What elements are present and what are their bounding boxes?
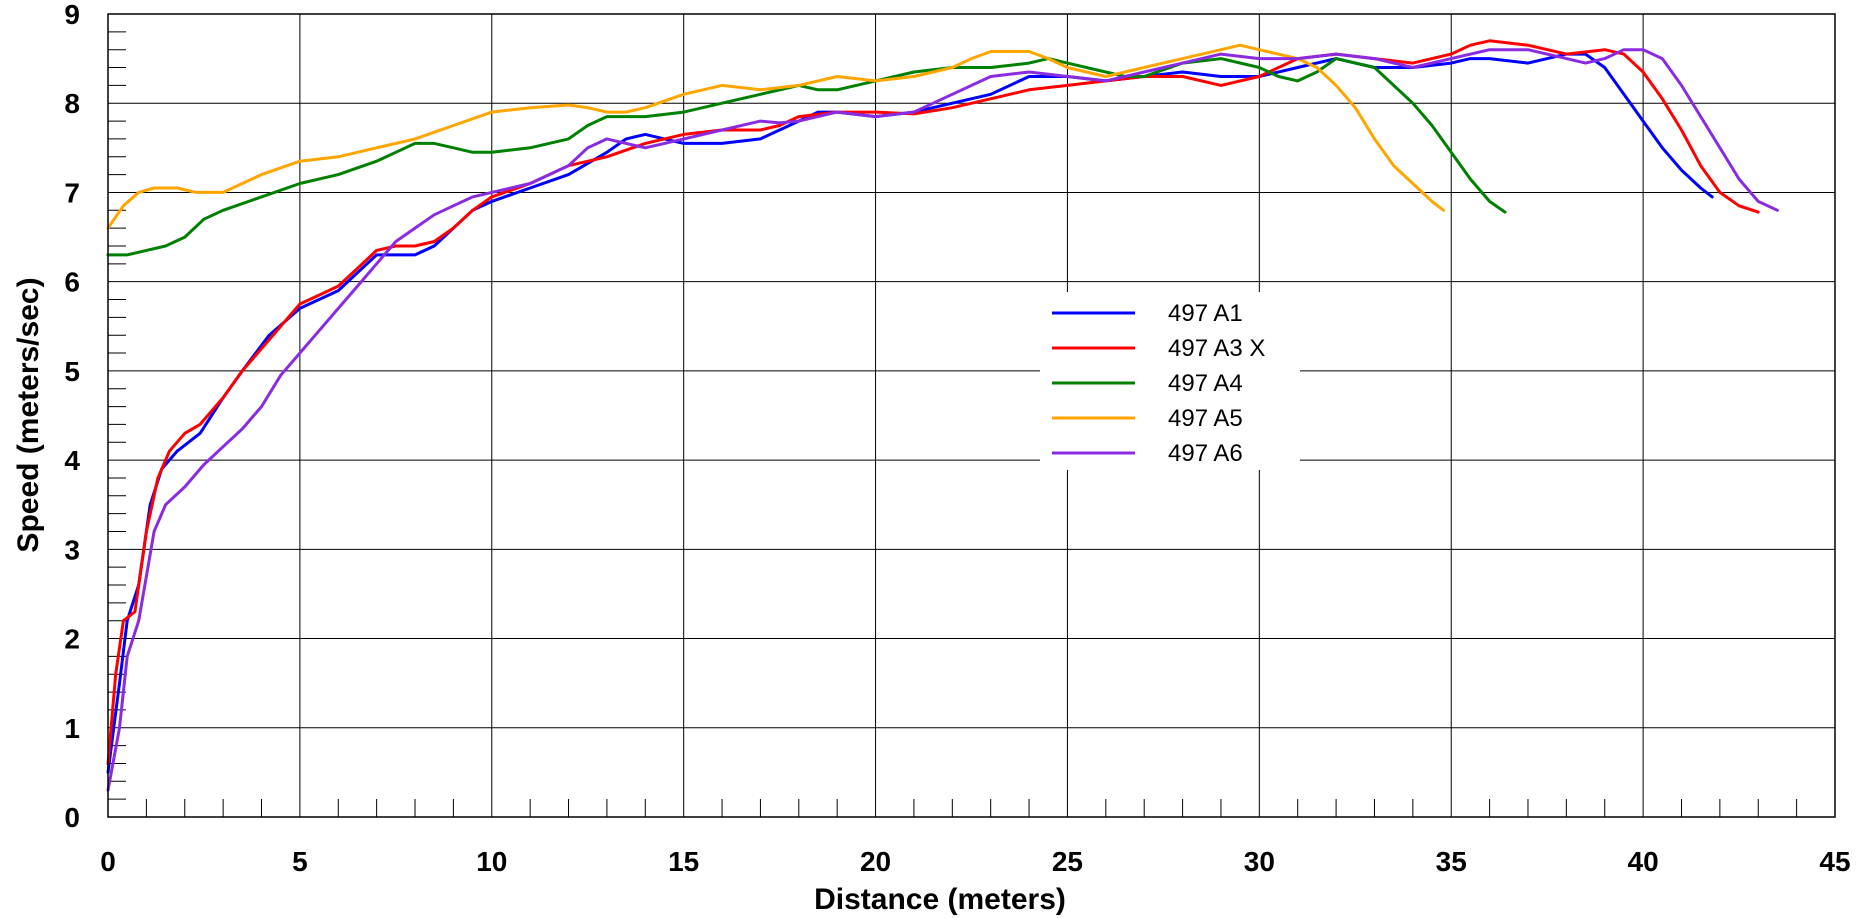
chart-series bbox=[106, 39, 1779, 792]
y-tick-label: 2 bbox=[64, 624, 80, 655]
x-tick-label: 0 bbox=[100, 846, 116, 877]
legend-label-497-a1: 497 A1 bbox=[1168, 300, 1243, 327]
series-line-497-a1 bbox=[106, 52, 1714, 774]
x-tick-label: 30 bbox=[1244, 846, 1275, 877]
y-tick-label: 4 bbox=[64, 445, 80, 476]
x-tick-label: 15 bbox=[668, 846, 699, 877]
y-tick-label: 0 bbox=[64, 802, 80, 833]
chart-grid bbox=[108, 14, 1835, 817]
legend-label-497-a4: 497 A4 bbox=[1168, 370, 1243, 397]
x-axis-title: Distance (meters) bbox=[814, 883, 1066, 916]
minor-ticks bbox=[108, 31, 1798, 817]
series-line-497-a6 bbox=[106, 48, 1779, 792]
legend: 497 A1 497 A3 X 497 A4 497 A5 497 A6 bbox=[1040, 292, 1300, 470]
x-tick-label: 45 bbox=[1819, 846, 1850, 877]
series-line-497-a4 bbox=[106, 57, 1507, 257]
legend-label-497-a5: 497 A5 bbox=[1168, 405, 1243, 432]
series-line-497-a5 bbox=[106, 43, 1445, 230]
y-tick-label: 7 bbox=[64, 177, 80, 208]
x-tick-label: 35 bbox=[1436, 846, 1467, 877]
x-tick-label: 5 bbox=[292, 846, 308, 877]
y-tick-label: 1 bbox=[64, 713, 80, 744]
x-tick-label: 20 bbox=[860, 846, 891, 877]
x-tick-label: 40 bbox=[1628, 846, 1659, 877]
series-line-497-a3-x bbox=[106, 39, 1760, 765]
plot-frame bbox=[107, 13, 1836, 818]
legend-label-497-a6: 497 A6 bbox=[1168, 440, 1243, 467]
y-tick-label: 5 bbox=[64, 356, 80, 387]
y-tick-label: 6 bbox=[64, 267, 80, 298]
y-tick-labels: 0 1 2 3 4 5 6 7 8 9 bbox=[64, 0, 80, 833]
x-tick-label: 25 bbox=[1052, 846, 1083, 877]
legend-label-497-a3-x: 497 A3 X bbox=[1168, 335, 1265, 362]
y-tick-label: 8 bbox=[64, 88, 80, 119]
y-tick-label: 9 bbox=[64, 0, 80, 30]
y-axis-title: Speed (meters/sec) bbox=[12, 277, 45, 552]
legend-box bbox=[1040, 292, 1300, 470]
x-tick-labels: 0 5 10 15 20 25 30 35 40 45 bbox=[100, 846, 1850, 877]
x-tick-label: 10 bbox=[476, 846, 507, 877]
y-tick-label: 3 bbox=[64, 534, 80, 565]
